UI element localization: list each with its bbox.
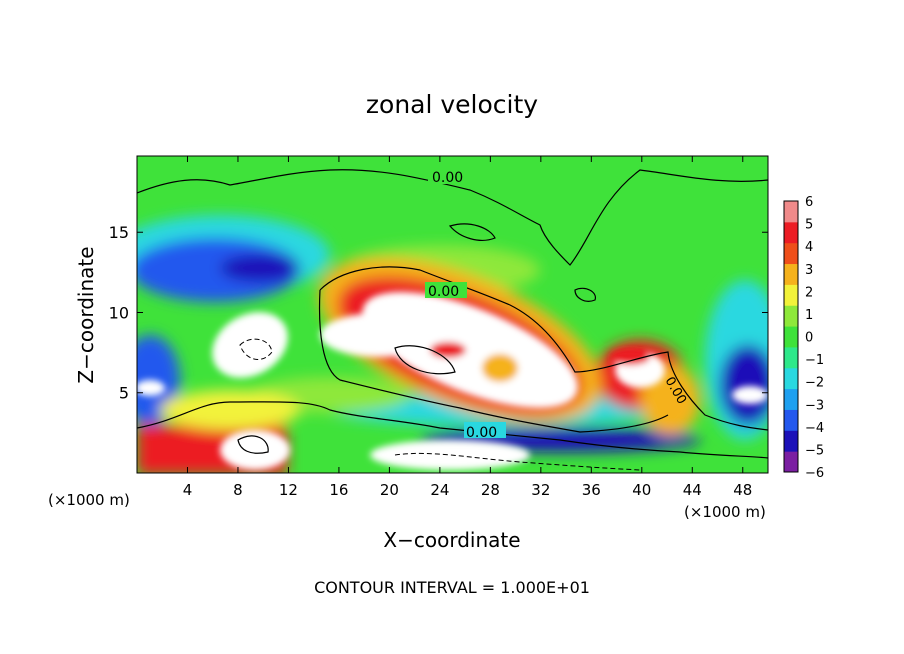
plot-frame [136, 155, 769, 474]
x-tick-label: 8 [233, 481, 243, 499]
colorbar-tick-label: 1 [805, 308, 813, 323]
chart-title: zonal velocity [366, 90, 538, 119]
colorbar-swatch [784, 451, 798, 473]
x-tick-label: 20 [380, 481, 399, 499]
x-tick-label: 36 [582, 481, 601, 499]
y-axis-label: Z−coordinate [74, 246, 98, 383]
colorbar-frame [783, 200, 799, 473]
colorbar-swatch [784, 305, 798, 327]
colorbar-tick-label: −2 [805, 376, 824, 391]
colorbar-swatch [784, 221, 798, 244]
colorbar-swatch [784, 263, 798, 285]
colorbar-swatch [784, 346, 798, 369]
colorbar-tick-label: 4 [805, 240, 813, 255]
colorbar-swatch [784, 242, 798, 265]
x-tick-label: 4 [183, 481, 193, 499]
colorbar-tick-label: −4 [805, 421, 824, 436]
colorbar-tick-label: −5 [805, 443, 824, 458]
y-axis: 5 10 15 [109, 223, 768, 403]
x-unit-left: (×1000 m) [48, 491, 130, 509]
contour-label: 0.00 [428, 284, 459, 300]
x-tick-label: 48 [733, 481, 752, 499]
colorbar-tick-label: −6 [805, 466, 824, 481]
x-axis: 4 8 12 16 20 24 28 32 36 40 44 48 [183, 156, 752, 499]
contour-label: 0.00 [466, 425, 497, 441]
colorbar-swatch [784, 409, 798, 431]
colorbar-swatch [784, 388, 798, 410]
velocity-field: 0.00 0.00 0.00 0.00 [137, 156, 768, 473]
y-tick-label: 15 [109, 223, 129, 242]
colorbar-swatch [784, 326, 798, 348]
colorbar: 6 5 4 3 2 1 0 −1 −2 −3 −4 −5 −6 [783, 195, 824, 481]
x-unit-right: (×1000 m) [684, 503, 766, 521]
x-tick-label: 16 [329, 481, 348, 499]
x-tick-label: 32 [531, 481, 550, 499]
contour-label: 0.00 [432, 170, 463, 186]
colorbar-tick-label: 3 [805, 263, 813, 278]
colorbar-tick-label: 0 [805, 331, 813, 346]
colorbar-tick-label: −1 [805, 353, 824, 368]
colorbar-tick-label: −3 [805, 398, 824, 413]
colorbar-swatch [784, 201, 798, 223]
y-tick-label: 10 [109, 303, 129, 322]
x-tick-label: 24 [430, 481, 449, 499]
x-tick-label: 28 [481, 481, 500, 499]
colorbar-tick-label: 2 [805, 285, 813, 300]
colorbar-swatch [784, 430, 798, 452]
colorbar-swatch [784, 367, 798, 390]
colorbar-swatch [784, 284, 798, 306]
colorbar-tick-label: 6 [805, 195, 813, 210]
x-tick-label: 12 [279, 481, 298, 499]
contour-interval-note: CONTOUR INTERVAL = 1.000E+01 [314, 578, 590, 597]
x-tick-label: 44 [683, 481, 702, 499]
x-axis-label: X−coordinate [383, 528, 520, 552]
colorbar-tick-label: 5 [805, 218, 813, 233]
x-tick-label: 40 [632, 481, 651, 499]
y-tick-label: 5 [119, 384, 129, 403]
